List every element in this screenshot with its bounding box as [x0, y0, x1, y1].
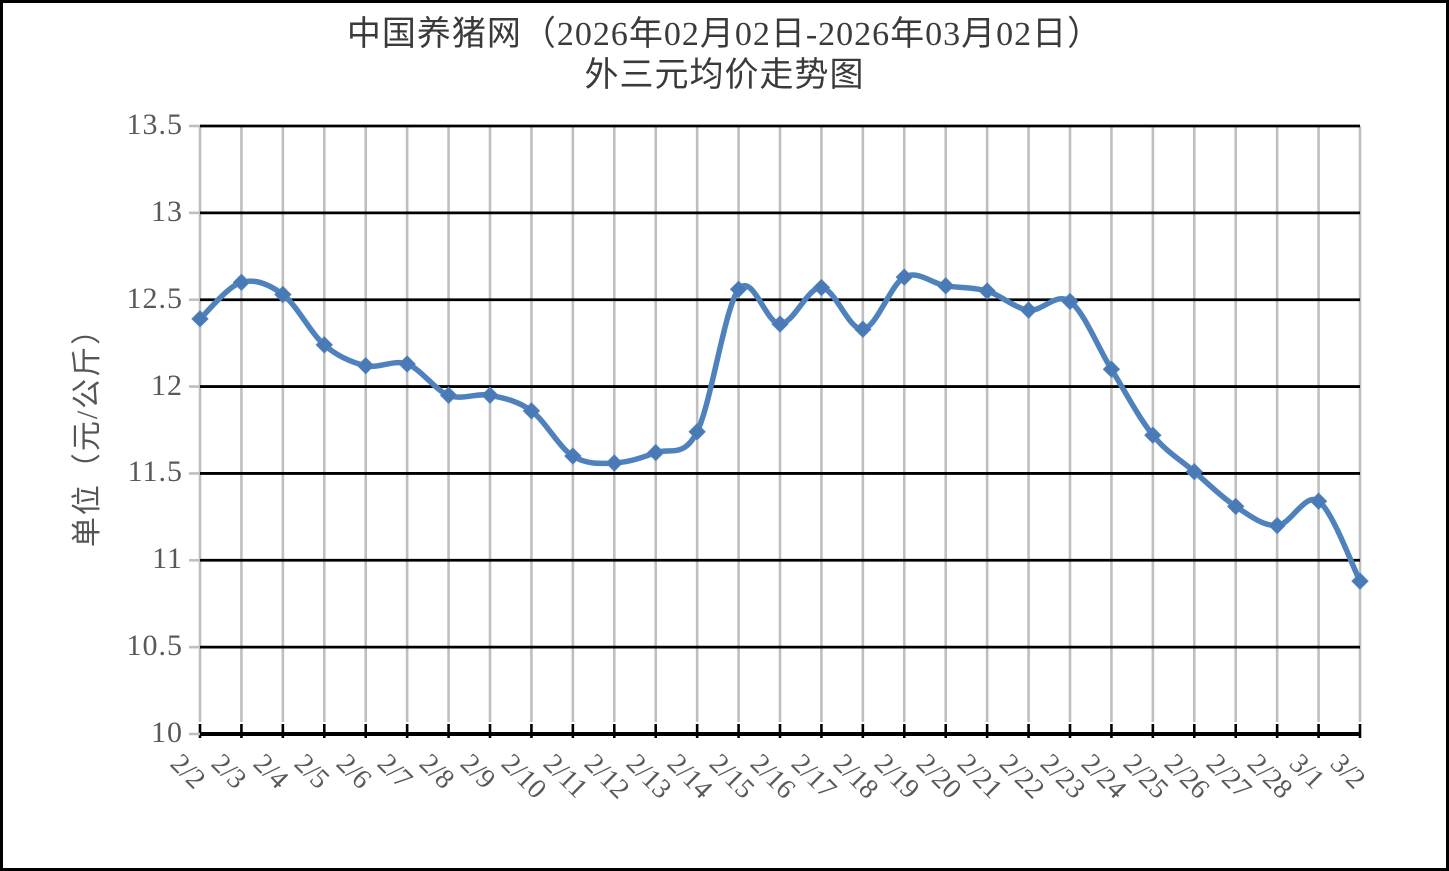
- price-trend-line-chart: [189, 124, 1369, 738]
- data-point-marker: [1061, 292, 1079, 311]
- data-point-marker: [1309, 492, 1328, 510]
- chart-title-line2: 外三元均价走势图: [584, 56, 865, 94]
- data-point-marker: [729, 280, 748, 298]
- data-point-marker: [647, 443, 665, 462]
- data-point-marker: [1351, 572, 1369, 590]
- data-point-marker: [398, 355, 416, 373]
- data-point-marker: [1102, 360, 1121, 378]
- data-point-marker: [481, 386, 499, 404]
- data-point-marker: [937, 277, 955, 295]
- data-point-marker: [315, 336, 333, 354]
- y-tick-label: 11.5: [127, 455, 183, 489]
- data-point-marker: [895, 268, 913, 286]
- data-point-marker: [771, 315, 789, 333]
- data-point-marker: [1019, 301, 1038, 319]
- y-tick-label: 11: [152, 542, 183, 576]
- data-point-marker: [605, 454, 623, 472]
- y-tick-label: 13: [151, 194, 183, 228]
- data-point-marker: [439, 386, 458, 404]
- data-point-marker: [978, 282, 996, 300]
- data-point-marker: [522, 402, 541, 420]
- data-point-marker: [812, 278, 831, 297]
- data-point-marker: [1268, 516, 1286, 535]
- y-tick-label: 10: [151, 716, 183, 749]
- y-tick-label: 12.5: [126, 281, 183, 315]
- y-tick-label: 12: [151, 368, 183, 402]
- chart-title-line1: 中国养猪网（2026年02月02日-2026年03月02日）: [346, 16, 1103, 53]
- y-tick-label: 10.5: [126, 629, 183, 663]
- data-point-marker: [1185, 462, 1203, 481]
- data-point-marker: [357, 357, 375, 375]
- data-point-marker: [1144, 426, 1162, 444]
- data-point-marker: [191, 310, 209, 328]
- data-point-marker: [854, 320, 872, 338]
- data-point-marker: [274, 285, 292, 304]
- data-point-marker: [1227, 497, 1245, 516]
- data-point-marker: [688, 423, 706, 441]
- data-point-marker: [232, 273, 251, 292]
- chart-title: 中国养猪网（2026年02月02日-2026年03月02日） 外三元均价走势图: [3, 15, 1446, 97]
- y-tick-label: 13.5: [126, 108, 183, 141]
- data-point-marker: [564, 447, 582, 465]
